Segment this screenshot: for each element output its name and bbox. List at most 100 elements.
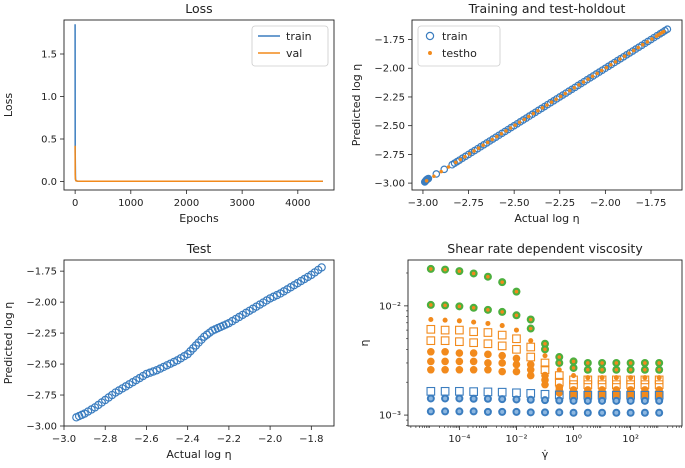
x-tick-label: −1.75 xyxy=(636,198,667,209)
data-point xyxy=(467,152,472,156)
data-point-inner xyxy=(557,410,562,415)
data-point xyxy=(526,371,535,380)
y-tick-label: −2.75 xyxy=(26,391,57,402)
y-tick-label: 0.0 xyxy=(41,177,57,188)
data-point xyxy=(484,350,492,359)
x-tick-label: −2.00 xyxy=(590,198,621,209)
data-point-inner xyxy=(614,398,619,403)
x-tick-label: 1000 xyxy=(118,198,143,209)
x-tick-label: −2.2 xyxy=(217,434,241,445)
data-point xyxy=(517,120,522,124)
x-axis-label: γ̇ xyxy=(542,448,549,461)
data-point-inner xyxy=(600,410,605,415)
data-point xyxy=(483,387,493,397)
data-point xyxy=(609,63,613,67)
data-point-inner xyxy=(571,410,576,415)
data-point xyxy=(663,25,672,33)
data-point xyxy=(426,324,436,334)
x-axis-label: Epochs xyxy=(179,212,219,225)
data-point xyxy=(631,48,636,53)
legend: train val xyxy=(251,25,329,67)
data-point-inner xyxy=(585,398,590,403)
data-point-inner xyxy=(657,410,662,415)
data-point-inner xyxy=(485,396,490,401)
x-tick-label: −3.0 xyxy=(52,434,76,445)
x-axis-label: Actual log η xyxy=(514,212,579,225)
x-tick-label: 10² xyxy=(622,434,639,445)
legend-label: train xyxy=(286,30,312,43)
data-point-inner xyxy=(429,303,433,307)
x-tick-label: 2000 xyxy=(174,198,199,209)
data-point-inner xyxy=(528,397,533,402)
data-point-inner xyxy=(643,367,647,372)
y-tick-label: −2.50 xyxy=(26,360,57,371)
data-point xyxy=(432,170,441,178)
x-tick-label: −2.8 xyxy=(93,434,117,445)
data-point xyxy=(512,354,521,363)
data-point xyxy=(522,117,526,122)
data-point xyxy=(512,388,521,398)
test-chart: −3.0 −2.8 −2.6 −2.4 −2.2 −2.0 −1.8 −3.00 −2.75 −2… xyxy=(2,241,335,461)
data-point-inner xyxy=(486,308,490,312)
data-point-inner xyxy=(457,396,462,401)
data-point xyxy=(456,318,462,324)
x-tick-label: 10⁰ xyxy=(565,434,582,445)
data-point xyxy=(541,380,549,389)
data-point xyxy=(499,323,505,329)
data-point-inner xyxy=(471,271,476,276)
data-point xyxy=(183,349,192,359)
x-tick-label: 10⁻² xyxy=(505,434,527,445)
x-tick-label: −2.6 xyxy=(134,434,158,445)
data-point xyxy=(428,316,434,323)
data-point-inner xyxy=(443,303,447,308)
data-point-inner xyxy=(457,269,462,273)
plot-frame xyxy=(407,259,683,427)
data-point xyxy=(469,357,478,366)
data-point-inner xyxy=(557,398,562,403)
x-tick-label: −2.50 xyxy=(499,198,530,209)
legend-label: testho xyxy=(442,47,477,60)
data-point xyxy=(497,387,507,397)
data-point xyxy=(572,86,577,90)
plot-frame xyxy=(63,259,335,427)
data-point xyxy=(481,143,485,147)
data-point xyxy=(194,338,203,347)
x-tick-label: 0 xyxy=(72,198,78,209)
data-point-inner xyxy=(571,366,576,370)
data-point xyxy=(427,365,435,374)
data-point xyxy=(441,365,449,374)
data-point xyxy=(426,336,436,346)
data-point-inner xyxy=(543,410,547,415)
data-point xyxy=(627,51,631,56)
data-point-inner xyxy=(500,397,505,402)
legend-label: train xyxy=(442,30,468,43)
data-point-inner xyxy=(514,409,519,414)
data-point xyxy=(513,123,517,127)
data-point xyxy=(613,60,618,64)
y-tick-label: −2.75 xyxy=(374,150,405,161)
y-tick-label: −2.00 xyxy=(374,64,405,75)
chart-title: Shear rate dependent viscosity xyxy=(447,241,643,256)
x-tick-label: −2.75 xyxy=(453,198,484,209)
data-point-inner xyxy=(514,289,519,294)
data-point xyxy=(540,106,545,110)
data-point xyxy=(427,357,435,366)
data-point xyxy=(526,352,536,362)
data-point xyxy=(590,74,595,79)
data-point xyxy=(622,54,627,58)
data-point-inner xyxy=(528,326,533,331)
data-point xyxy=(612,375,621,385)
data-point xyxy=(498,359,506,367)
data-point xyxy=(188,344,198,353)
data-point-inner xyxy=(471,409,476,414)
data-point xyxy=(536,108,540,113)
data-point-inner xyxy=(543,398,547,403)
data-point xyxy=(554,371,564,380)
data-point xyxy=(483,328,493,337)
data-point xyxy=(469,338,478,348)
y-tick-label: 1.0 xyxy=(41,92,57,103)
chart-title: Test xyxy=(186,241,212,256)
data-point-inner xyxy=(600,361,604,365)
data-point xyxy=(440,325,450,335)
data-point-inner xyxy=(500,409,505,414)
